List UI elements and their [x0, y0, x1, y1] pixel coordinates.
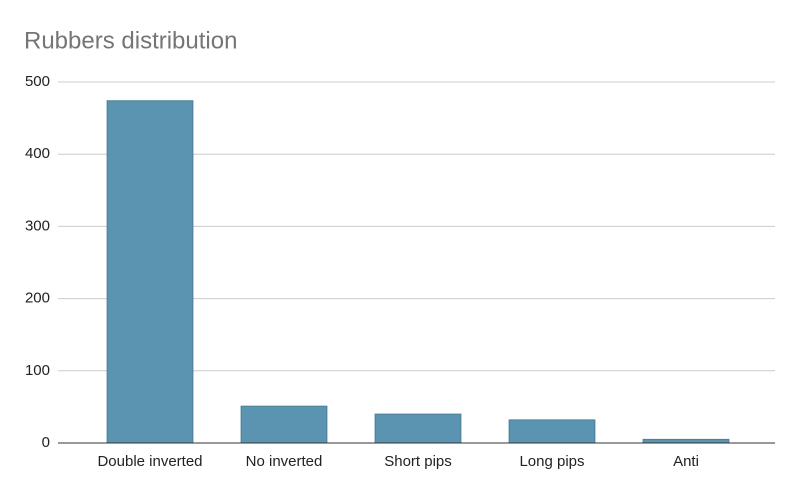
y-tick-label: 300: [25, 217, 50, 234]
y-tick-label: 100: [25, 362, 50, 379]
y-tick-label: 200: [25, 290, 50, 307]
y-tick-label: 0: [42, 434, 50, 451]
y-tick-label: 500: [25, 73, 50, 90]
x-tick-label: Short pips: [384, 453, 452, 470]
x-tick-label: Long pips: [519, 453, 584, 470]
x-tick-label: No inverted: [246, 453, 323, 470]
x-tick-label: Anti: [673, 453, 699, 470]
bar: [642, 438, 730, 444]
y-tick-label: 400: [25, 145, 50, 162]
chart-title: Rubbers distribution: [24, 27, 237, 54]
bar: [374, 413, 462, 444]
bar: [240, 405, 328, 444]
bar: [106, 100, 194, 444]
x-tick-label: Double inverted: [97, 453, 202, 470]
bar: [508, 419, 596, 444]
